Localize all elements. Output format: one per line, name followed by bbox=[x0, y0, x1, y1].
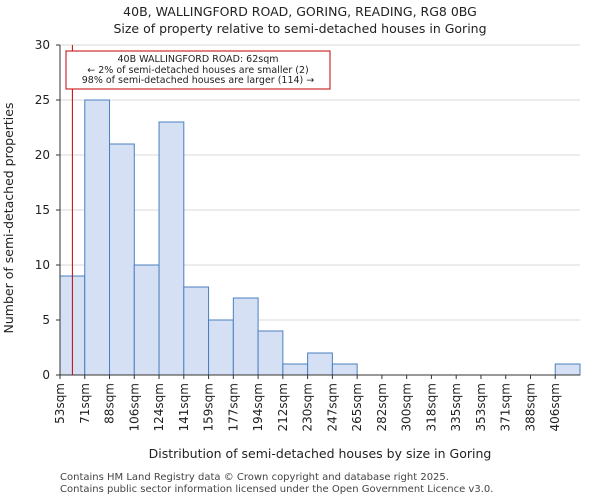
x-tick-label: 230sqm bbox=[301, 383, 315, 431]
bar-406sqm bbox=[554, 363, 581, 376]
footer-line-1: Contains HM Land Registry data © Crown c… bbox=[60, 472, 449, 483]
x-tick-label: 353sqm bbox=[474, 383, 488, 431]
x-tick-label: 141sqm bbox=[177, 383, 191, 431]
footer-line-2: Contains public sector information licen… bbox=[60, 484, 494, 495]
bar-247sqm bbox=[331, 363, 358, 376]
y-axis-label: Number of semi-detached properties bbox=[1, 103, 16, 334]
x-tick-label: 88sqm bbox=[103, 383, 117, 424]
x-tick-label: 265sqm bbox=[350, 383, 364, 431]
x-tick-label: 335sqm bbox=[449, 383, 463, 431]
bar-159sqm bbox=[208, 319, 234, 376]
bar-106sqm bbox=[133, 264, 160, 376]
bar-88sqm bbox=[109, 143, 135, 376]
y-tick-label: 5 bbox=[42, 313, 50, 327]
chart-title: 40B, WALLINGFORD ROAD, GORING, READING, … bbox=[123, 4, 477, 19]
x-tick-label: 247sqm bbox=[325, 383, 339, 431]
bar-141sqm bbox=[183, 286, 210, 376]
annotation-box bbox=[65, 50, 331, 90]
x-tick-label: 300sqm bbox=[400, 383, 414, 431]
x-tick-label: 212sqm bbox=[276, 383, 290, 431]
x-tick-label: 371sqm bbox=[499, 383, 513, 431]
x-tick-label: 194sqm bbox=[251, 383, 265, 431]
chart-subtitle: Size of property relative to semi-detach… bbox=[113, 21, 486, 36]
x-tick-label: 406sqm bbox=[548, 383, 562, 431]
x-tick-label: 106sqm bbox=[127, 383, 141, 431]
bar-177sqm bbox=[232, 297, 259, 376]
y-tick-label: 10 bbox=[35, 258, 50, 272]
x-tick-labels: 53sqm 71sqm 88sqm 106sqm 124sqm 141sqm 159sqm 1… bbox=[53, 375, 562, 431]
x-tick-label: 124sqm bbox=[152, 383, 166, 431]
y-tick-label: 20 bbox=[35, 148, 50, 162]
x-tick-label: 53sqm bbox=[53, 383, 67, 424]
bar-230sqm bbox=[307, 352, 333, 376]
bar-194sqm bbox=[257, 330, 284, 376]
y-tick-label: 0 bbox=[42, 368, 50, 382]
y-tick-labels: 0 5 10 15 20 25 30 bbox=[35, 38, 60, 382]
y-tick-label: 15 bbox=[35, 203, 50, 217]
x-axis-label: Distribution of semi-detached houses by … bbox=[149, 446, 492, 461]
x-tick-label: 388sqm bbox=[523, 383, 537, 431]
y-tick-label: 25 bbox=[35, 93, 50, 107]
bar-71sqm bbox=[84, 99, 111, 376]
x-tick-label: 318sqm bbox=[424, 383, 438, 431]
x-tick-label: 177sqm bbox=[226, 383, 240, 431]
y-tick-label: 30 bbox=[35, 38, 50, 52]
bars-group bbox=[59, 99, 581, 376]
annotation-line-3: 98% of semi-detached houses are larger (… bbox=[82, 75, 315, 86]
annotation-line-2: ← 2% of semi-detached houses are smaller… bbox=[87, 65, 308, 76]
annotation-line-1: 40B WALLINGFORD ROAD: 62sqm bbox=[118, 54, 279, 65]
bar-212sqm bbox=[282, 363, 309, 376]
x-tick-label: 282sqm bbox=[375, 383, 389, 431]
marker-annotation: 40B WALLINGFORD ROAD: 62sqm← 2% of semi-… bbox=[65, 50, 331, 90]
x-tick-label: 159sqm bbox=[202, 383, 216, 431]
x-tick-label: 71sqm bbox=[78, 383, 92, 424]
bar-124sqm bbox=[158, 121, 185, 376]
